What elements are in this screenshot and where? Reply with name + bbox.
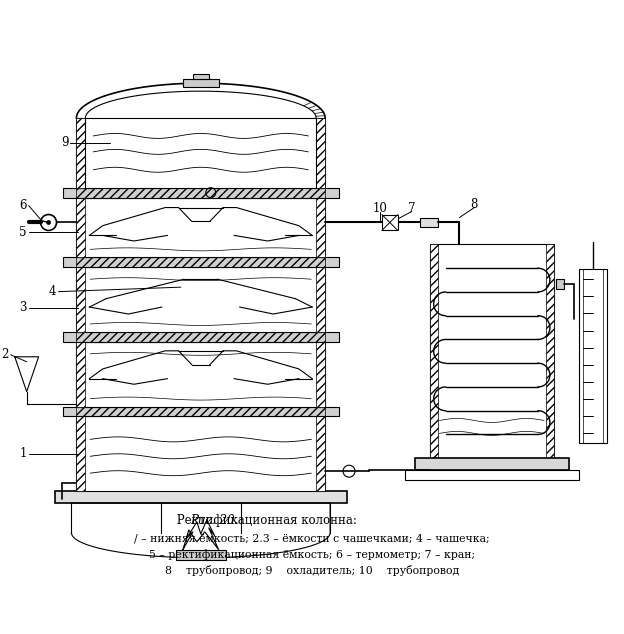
Bar (176, 550, 226, 560)
Text: 8: 8 (470, 198, 478, 211)
Text: 6: 6 (19, 199, 27, 212)
Text: 7: 7 (408, 202, 416, 215)
Bar (62, 406, 339, 417)
Bar (76, 417, 85, 491)
Bar (429, 244, 437, 458)
Bar (76, 118, 325, 188)
Bar (76, 198, 325, 257)
Bar (556, 279, 564, 289)
Bar (76, 342, 85, 406)
Circle shape (47, 221, 51, 224)
Text: Ректификационная колонна:: Ректификационная колонна: (172, 514, 356, 527)
Bar (76, 417, 325, 491)
Text: 4: 4 (49, 285, 57, 298)
Text: Рис. 20.: Рис. 20. (190, 514, 239, 527)
Text: 3: 3 (19, 301, 27, 314)
Text: 8    трубопровод; 9    охладитель; 10    трубопровод: 8 трубопровод; 9 охладитель; 10 трубопро… (165, 565, 459, 576)
Bar (76, 257, 325, 268)
Bar (76, 188, 325, 198)
Bar (193, 74, 209, 79)
Bar (76, 268, 85, 332)
Bar (76, 342, 325, 406)
Bar (62, 332, 339, 342)
Text: / – нижняя ёмкость; 2.3 – ёмкости с чашечками; 4 – чашечка;: / – нижняя ёмкость; 2.3 – ёмкости с чаше… (134, 534, 490, 544)
Bar (62, 188, 339, 198)
Bar (54, 491, 347, 503)
Text: 9: 9 (61, 136, 69, 150)
Text: 2: 2 (1, 348, 9, 361)
Bar (579, 269, 607, 443)
Bar (183, 79, 218, 87)
Text: 5: 5 (19, 226, 27, 239)
Bar (316, 342, 325, 406)
Bar (382, 214, 397, 230)
Bar (316, 198, 325, 257)
Bar (76, 406, 325, 417)
Bar (546, 244, 554, 458)
Bar (405, 470, 579, 480)
Bar (76, 332, 325, 342)
Bar (415, 458, 569, 470)
Bar (76, 118, 85, 188)
Bar (76, 198, 85, 257)
Bar (429, 244, 554, 458)
Bar (316, 417, 325, 491)
Bar (62, 257, 339, 268)
Bar (420, 217, 437, 228)
Bar (316, 118, 325, 188)
Text: 1: 1 (19, 448, 27, 460)
Text: 10: 10 (373, 202, 388, 215)
Bar (316, 268, 325, 332)
Text: 5 – ректификационная ёмкость; 6 – термометр; 7 – кран;: 5 – ректификационная ёмкость; 6 – термом… (149, 550, 475, 560)
Bar (76, 268, 325, 332)
